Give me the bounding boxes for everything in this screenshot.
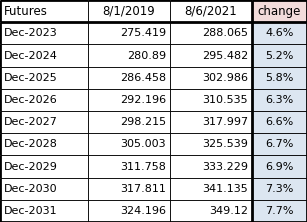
Bar: [88, 200, 170, 222]
Bar: [88, 44, 170, 67]
Text: 333.229: 333.229: [202, 161, 248, 172]
Bar: [252, 178, 307, 200]
Bar: [0, 0, 88, 22]
Text: 310.535: 310.535: [202, 95, 248, 105]
Text: Dec-2028: Dec-2028: [4, 139, 58, 149]
Bar: [0, 89, 88, 111]
Text: 349.12: 349.12: [209, 206, 248, 216]
Bar: [170, 0, 252, 22]
Bar: [170, 155, 252, 178]
Text: 5.2%: 5.2%: [265, 50, 294, 61]
Bar: [88, 133, 170, 155]
Bar: [252, 67, 307, 89]
Bar: [170, 111, 252, 133]
Text: 8/6/2021: 8/6/2021: [185, 5, 237, 18]
Bar: [88, 0, 170, 22]
Text: 325.539: 325.539: [202, 139, 248, 149]
Text: Dec-2029: Dec-2029: [4, 161, 58, 172]
Text: 6.6%: 6.6%: [265, 117, 293, 127]
Text: 6.9%: 6.9%: [265, 161, 294, 172]
Text: 280.89: 280.89: [127, 50, 166, 61]
Bar: [0, 44, 88, 67]
Bar: [88, 111, 170, 133]
Bar: [170, 200, 252, 222]
Bar: [252, 44, 307, 67]
Text: Dec-2025: Dec-2025: [4, 73, 58, 83]
Bar: [170, 67, 252, 89]
Text: 324.196: 324.196: [120, 206, 166, 216]
Bar: [88, 67, 170, 89]
Bar: [0, 155, 88, 178]
Text: 317.811: 317.811: [120, 184, 166, 194]
Text: Dec-2031: Dec-2031: [4, 206, 58, 216]
Text: 298.215: 298.215: [120, 117, 166, 127]
Bar: [0, 67, 88, 89]
Bar: [88, 22, 170, 44]
Text: 6.7%: 6.7%: [265, 139, 294, 149]
Bar: [0, 133, 88, 155]
Bar: [170, 22, 252, 44]
Text: 302.986: 302.986: [202, 73, 248, 83]
Text: 311.758: 311.758: [120, 161, 166, 172]
Text: 6.3%: 6.3%: [265, 95, 293, 105]
Text: Dec-2024: Dec-2024: [4, 50, 58, 61]
Bar: [88, 155, 170, 178]
Bar: [170, 178, 252, 200]
Text: Futures: Futures: [4, 5, 48, 18]
Text: 4.6%: 4.6%: [265, 28, 294, 38]
Bar: [0, 200, 88, 222]
Text: Dec-2030: Dec-2030: [4, 184, 58, 194]
Text: 286.458: 286.458: [120, 73, 166, 83]
Bar: [252, 155, 307, 178]
Text: 7.3%: 7.3%: [265, 184, 294, 194]
Bar: [88, 178, 170, 200]
Text: 288.065: 288.065: [202, 28, 248, 38]
Bar: [0, 22, 88, 44]
Text: change: change: [258, 5, 301, 18]
Text: 8/1/2019: 8/1/2019: [103, 5, 155, 18]
Text: Dec-2026: Dec-2026: [4, 95, 58, 105]
Text: 292.196: 292.196: [120, 95, 166, 105]
Bar: [170, 44, 252, 67]
Bar: [170, 133, 252, 155]
Bar: [252, 89, 307, 111]
Text: 341.135: 341.135: [202, 184, 248, 194]
Text: Dec-2023: Dec-2023: [4, 28, 58, 38]
Bar: [88, 89, 170, 111]
Text: 305.003: 305.003: [120, 139, 166, 149]
Bar: [252, 133, 307, 155]
Bar: [252, 22, 307, 44]
Bar: [0, 178, 88, 200]
Text: 317.997: 317.997: [202, 117, 248, 127]
Text: 7.7%: 7.7%: [265, 206, 294, 216]
Text: 5.8%: 5.8%: [265, 73, 294, 83]
Bar: [170, 89, 252, 111]
Bar: [252, 200, 307, 222]
Bar: [0, 111, 88, 133]
Text: 275.419: 275.419: [120, 28, 166, 38]
Text: Dec-2027: Dec-2027: [4, 117, 58, 127]
Text: 295.482: 295.482: [202, 50, 248, 61]
Bar: [252, 0, 307, 22]
Bar: [252, 111, 307, 133]
